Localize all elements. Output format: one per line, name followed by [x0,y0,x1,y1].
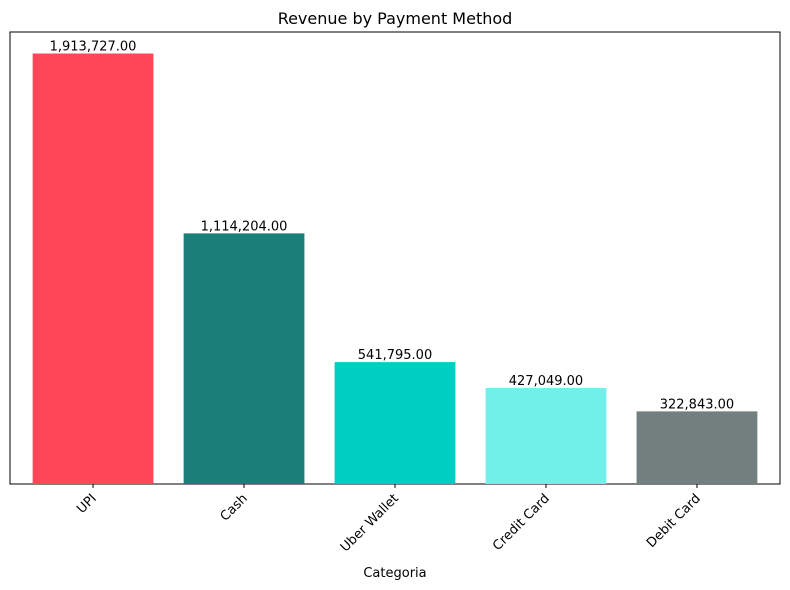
x-axis-label: Categoria [363,566,426,581]
bar-upi [32,53,154,484]
x-tick-label-debit-card: Debit Card [644,491,704,551]
bar-uber-wallet [334,362,456,484]
data-label-uber-wallet: 541,795.00 [358,348,432,363]
data-label-credit-card: 427,049.00 [509,374,583,389]
data-label-debit-card: 322,843.00 [660,397,734,412]
x-ticks-group: UPI Cash Uber Wallet Credit Card Debit Card [74,484,704,555]
x-tick-label-uber-wallet: Uber Wallet [338,491,402,555]
chart-title: Revenue by Payment Method [278,9,513,28]
bar-cash [183,233,305,484]
x-tick-label-credit-card: Credit Card [490,491,553,554]
x-tick-label-cash: Cash [218,491,251,524]
bar-debit-card [636,411,758,484]
bar-credit-card [485,387,607,484]
bars-group [32,53,758,484]
data-label-cash: 1,114,204.00 [201,219,288,234]
data-labels-group: 1,913,727.00 1,114,204.00 541,795.00 427,04… [50,40,735,413]
data-label-upi: 1,913,727.00 [50,40,137,55]
x-tick-label-upi: UPI [74,491,100,517]
